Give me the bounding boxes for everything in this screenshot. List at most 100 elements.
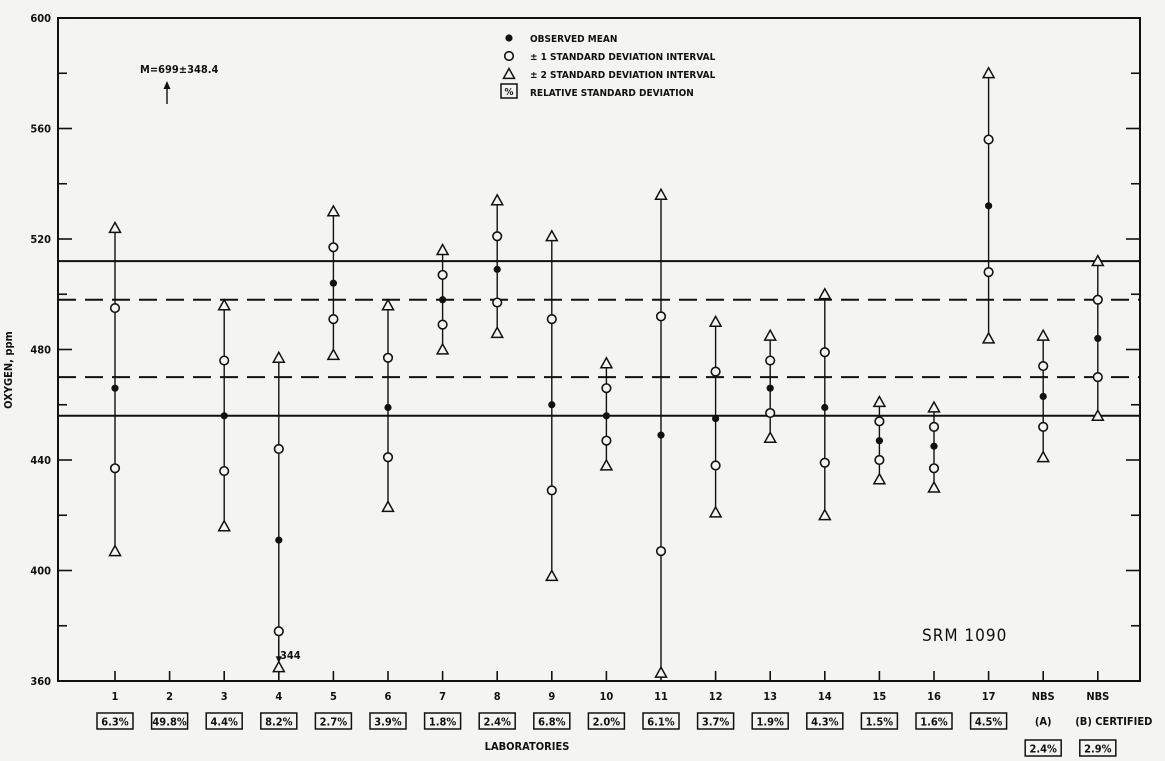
one-sd-circle-marker: [765, 355, 776, 366]
one-sd-circle-marker: [819, 347, 830, 358]
one-sd-circle-marker: [219, 355, 230, 366]
one-sd-circle-marker: [328, 242, 339, 253]
rsd-box: [96, 712, 134, 730]
one-sd-circle-marker: [382, 352, 394, 363]
one-sd-circle-marker: [109, 463, 121, 474]
mean-marker: [384, 403, 392, 412]
x-tick-label: 13: [763, 690, 777, 703]
y-tick-label: 560: [30, 123, 51, 136]
rsd-value: 1.5%: [866, 716, 894, 729]
one-sd-circle-marker: [503, 50, 515, 62]
two-sd-triangle-marker: [818, 287, 832, 300]
x-tick-label: 12: [709, 690, 723, 703]
two-sd-triangle-marker: [326, 347, 341, 361]
one-sd-circle-marker: [655, 546, 667, 557]
rsd-box: [696, 712, 735, 730]
x-tick-label: 11: [654, 690, 668, 703]
mean-marker: [493, 265, 501, 273]
mean-marker: [766, 384, 774, 392]
rsd-value: 1.6%: [920, 716, 948, 729]
two-sd-triangle-marker: [272, 350, 286, 363]
mean-marker: [1094, 334, 1102, 343]
y-tick-label: 440: [30, 454, 51, 467]
x-tick-label: 3: [221, 690, 228, 703]
one-sd-circle-marker: [601, 383, 612, 394]
one-sd-circle-marker: [928, 421, 940, 432]
mean-marker: [602, 412, 611, 420]
two-sd-triangle-marker: [1036, 450, 1050, 463]
rsd-value: 3.7%: [702, 716, 730, 729]
one-sd-circle-marker: [546, 485, 557, 496]
rsd-value: 2.7%: [320, 716, 348, 729]
one-sd-circle-marker: [492, 231, 503, 242]
x-tick-label: 15: [873, 690, 887, 703]
one-sd-circle-marker: [819, 457, 830, 468]
lab2-arrow-head: [163, 81, 171, 89]
series-markers: [108, 66, 1105, 678]
two-sd-triangle-marker: [545, 568, 559, 582]
two-sd-triangle-marker: [872, 472, 887, 485]
legend: OBSERVED MEAN ± 1 STANDARD DEVIATION INTE…: [500, 34, 716, 99]
two-sd-triangle-marker: [708, 505, 723, 518]
one-sd-circle-marker: [983, 267, 994, 278]
two-sd-triangle-marker: [490, 325, 504, 339]
two-sd-triangle-marker: [1091, 408, 1105, 421]
one-sd-circle-marker: [1038, 421, 1049, 432]
mean-marker: [821, 403, 829, 412]
rsd-value: 49.8%: [152, 716, 186, 729]
x-tick-label: NBS: [1086, 690, 1109, 703]
rsd-box: [314, 712, 353, 730]
two-sd-triangle-marker: [217, 298, 231, 311]
one-sd-circle-marker: [874, 454, 885, 466]
rsd-value: 8.2%: [265, 716, 293, 729]
rsd-box: [642, 712, 680, 730]
lab4-arrow-head: [275, 656, 282, 664]
one-sd-circle-marker: [1092, 372, 1103, 383]
rsd-value: 4.5%: [975, 716, 1003, 729]
x-tick-label: 10: [600, 690, 614, 703]
two-sd-triangle-marker: [381, 499, 395, 513]
one-sd-circle-marker: [273, 626, 284, 637]
two-sd-triangle-marker: [272, 660, 286, 673]
mean-marker: [985, 202, 993, 210]
rsd-value: 6.8%: [538, 716, 566, 729]
one-sd-circle-marker: [492, 297, 503, 308]
axis-labels: OXYGEN, ppm LABORATORIES SRM 1090 M=699±…: [2, 63, 1006, 753]
mean-marker: [111, 384, 119, 392]
one-sd-circle-marker: [710, 366, 721, 377]
mean-marker: [1039, 392, 1047, 401]
two-sd-triangle-marker: [1036, 328, 1050, 341]
mean-marker: [275, 536, 283, 544]
one-sd-circle-marker: [219, 465, 230, 477]
x-tick-label: 8: [494, 690, 501, 703]
x-tick-sublabel: (B) CERTIFIED: [1075, 715, 1152, 728]
mean-marker: [439, 296, 447, 304]
rsd-value: 6.3%: [101, 716, 129, 729]
two-sd-triangle-marker: [981, 331, 996, 344]
mean-marker: [505, 34, 513, 42]
legend-percent-box-text: %: [504, 87, 513, 98]
two-sd-triangle-marker: [872, 394, 887, 408]
rsd-value: 1.9%: [756, 716, 784, 729]
one-sd-circle-marker: [1092, 294, 1103, 305]
one-sd-circle-marker: [546, 314, 557, 325]
x-tick-label: 6: [385, 690, 392, 703]
x-tick-label: 16: [927, 690, 941, 703]
y-axis-label: OXYGEN, ppm: [2, 331, 15, 409]
mean-marker: [329, 279, 337, 287]
rsd-box: [533, 712, 571, 730]
rsd-value: 4.3%: [811, 716, 839, 729]
two-sd-triangle-marker: [708, 314, 723, 328]
one-sd-circle-marker: [983, 134, 994, 145]
rsd-box: [423, 712, 462, 730]
two-sd-triangle-marker: [326, 204, 341, 217]
mean-marker: [548, 401, 556, 409]
two-sd-triangle-marker: [654, 665, 668, 678]
one-sd-circle-marker: [710, 460, 721, 471]
one-sd-circle-marker: [765, 407, 776, 419]
two-sd-triangle-marker: [818, 508, 832, 521]
one-sd-circle-marker: [928, 463, 940, 474]
rsd-value: 2.4%: [1029, 743, 1057, 756]
y-tick-label: 520: [30, 233, 51, 246]
